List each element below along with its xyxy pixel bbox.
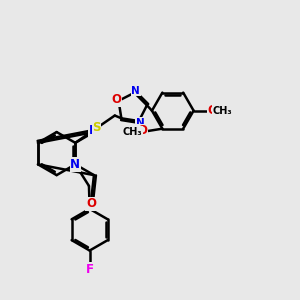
Text: CH₃: CH₃ — [123, 127, 142, 136]
Text: O: O — [86, 197, 96, 210]
Text: O: O — [111, 93, 122, 106]
Text: O: O — [138, 124, 148, 137]
Text: N: N — [70, 158, 80, 171]
Text: CH₃: CH₃ — [212, 106, 232, 116]
Text: N: N — [131, 85, 140, 96]
Text: S: S — [92, 121, 101, 134]
Text: F: F — [86, 263, 94, 276]
Text: O: O — [207, 104, 217, 117]
Text: N: N — [136, 118, 145, 128]
Text: N: N — [89, 124, 99, 137]
